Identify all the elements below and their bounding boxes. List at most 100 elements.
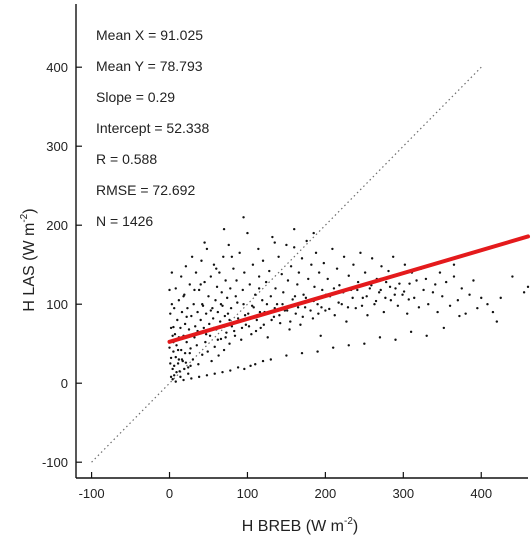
data-point xyxy=(183,322,187,326)
data-point xyxy=(452,275,456,278)
data-point xyxy=(257,247,260,251)
data-point xyxy=(248,283,251,286)
data-point xyxy=(196,310,199,314)
data-point xyxy=(205,374,209,377)
data-point xyxy=(215,267,218,270)
data-point xyxy=(190,255,194,258)
data-point xyxy=(194,271,198,274)
data-point xyxy=(296,306,300,309)
data-point xyxy=(458,314,461,318)
x-tick-label: -100 xyxy=(79,486,105,501)
data-point xyxy=(236,301,239,304)
data-point xyxy=(172,306,176,310)
data-point xyxy=(216,338,220,341)
data-point xyxy=(438,271,442,274)
data-point xyxy=(480,296,483,300)
data-point xyxy=(254,363,257,366)
data-point xyxy=(197,375,201,379)
data-point xyxy=(232,267,235,270)
stat-line: RMSE = 72.692 xyxy=(96,182,195,198)
y-tick-label: 200 xyxy=(46,218,68,233)
data-point xyxy=(236,317,240,320)
data-point xyxy=(326,277,329,281)
data-point xyxy=(230,255,234,258)
y-tick-label: 0 xyxy=(61,376,68,391)
data-point xyxy=(277,255,280,258)
data-point xyxy=(179,375,182,379)
data-point xyxy=(185,340,188,344)
data-point xyxy=(221,304,224,307)
x-tick-label: 100 xyxy=(237,486,259,501)
data-point xyxy=(384,296,387,300)
data-point xyxy=(171,378,174,381)
data-point xyxy=(180,358,184,361)
data-point xyxy=(228,342,231,345)
data-point xyxy=(204,333,208,336)
data-point xyxy=(444,280,448,284)
data-point xyxy=(460,287,463,290)
data-point xyxy=(201,353,204,356)
data-point xyxy=(422,288,425,292)
data-point xyxy=(316,350,319,353)
data-point xyxy=(486,303,489,306)
data-point xyxy=(297,271,301,274)
data-point xyxy=(243,314,247,317)
data-point xyxy=(335,267,339,270)
data-point xyxy=(378,336,382,339)
data-point xyxy=(169,312,172,315)
stat-line: R = 0.588 xyxy=(96,151,157,167)
data-point xyxy=(374,299,378,303)
data-point xyxy=(270,318,273,322)
data-point xyxy=(247,312,250,315)
data-point xyxy=(189,364,192,368)
data-point xyxy=(356,280,360,284)
stat-line: Mean Y = 78.793 xyxy=(96,58,203,74)
data-point xyxy=(222,348,226,352)
data-point xyxy=(499,296,502,300)
data-point xyxy=(184,361,188,364)
data-point xyxy=(242,303,245,306)
data-point xyxy=(191,358,195,361)
data-point xyxy=(266,336,269,339)
data-point xyxy=(526,285,530,289)
data-point xyxy=(495,320,499,323)
stat-line: Slope = 0.29 xyxy=(96,89,175,105)
data-point xyxy=(305,239,308,243)
x-tick-label: 200 xyxy=(315,486,337,501)
data-point xyxy=(172,325,175,329)
data-point xyxy=(409,330,413,334)
data-point xyxy=(472,279,475,282)
data-point xyxy=(211,317,215,320)
data-point xyxy=(406,312,409,315)
data-point xyxy=(293,295,297,298)
data-point xyxy=(176,318,179,322)
data-point xyxy=(354,306,357,310)
data-point xyxy=(273,241,276,244)
data-point xyxy=(183,367,186,371)
data-point xyxy=(427,303,430,306)
data-point xyxy=(219,303,223,306)
data-point xyxy=(384,280,388,284)
stat-line: N = 1426 xyxy=(96,213,153,229)
x-axis-label: H BREB (W m-2) xyxy=(242,516,358,535)
data-point xyxy=(238,251,241,255)
data-point xyxy=(286,279,290,282)
data-point xyxy=(254,293,257,296)
data-point xyxy=(193,288,196,292)
data-point xyxy=(197,363,200,366)
data-point xyxy=(309,309,312,312)
data-point xyxy=(180,348,183,352)
data-point xyxy=(211,306,214,310)
data-point xyxy=(317,271,321,274)
data-point xyxy=(192,303,195,306)
data-point xyxy=(171,367,174,371)
data-point xyxy=(338,284,341,287)
data-point xyxy=(180,275,183,278)
data-point xyxy=(312,231,315,235)
data-point xyxy=(294,312,297,315)
data-point xyxy=(291,298,294,301)
data-point xyxy=(246,231,249,235)
data-point xyxy=(373,303,376,306)
data-point xyxy=(431,291,435,294)
data-point xyxy=(275,303,279,306)
